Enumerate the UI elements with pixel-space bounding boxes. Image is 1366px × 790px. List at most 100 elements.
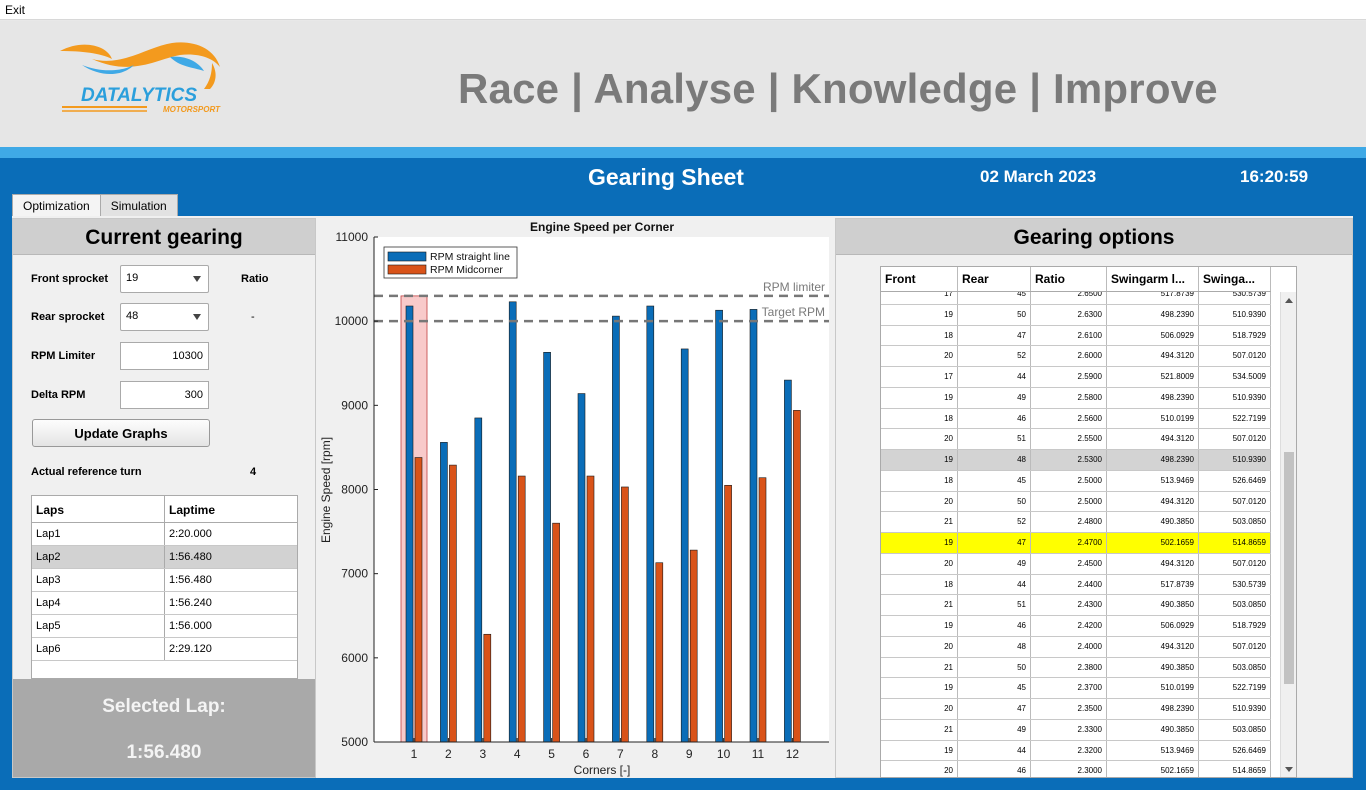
gearing-option-row[interactable]: 19 44 2.3200 513.9469 526.6469: [881, 740, 1271, 762]
lap-time-cell: 1:56.480: [169, 574, 212, 586]
gearing-option-row[interactable]: 17 44 2.5900 521.8009 534.5009: [881, 367, 1271, 388]
gearing-option-row[interactable]: 20 48 2.4000 494.3120 507.0120: [881, 636, 1271, 658]
y-axis-label: Engine Speed [rpm]: [319, 437, 333, 543]
gearing-option-row[interactable]: 21 52 2.4800 490.3850 503.0850: [881, 512, 1271, 533]
x-tick-label: 5: [548, 747, 555, 761]
front-cell: 19: [881, 616, 958, 636]
gearing-option-row[interactable]: 18 47 2.6100 506.0929 518.7929: [881, 325, 1271, 347]
gearing-option-row[interactable]: 20 49 2.4500 494.3120 507.0120: [881, 553, 1271, 575]
rear-cell: 44: [958, 740, 1031, 761]
gearing-option-row[interactable]: 19 45 2.3700 510.0199 522.7199: [881, 678, 1271, 699]
front-cell: 17: [881, 284, 958, 304]
front-cell: 19: [881, 740, 958, 761]
logo-brand-text: DATALYTICS: [81, 85, 197, 106]
bar-straight-line: [508, 301, 517, 743]
time-display: 16:20:59: [1240, 167, 1309, 186]
gearing-option-row[interactable]: 20 47 2.3500 498.2390 510.9390: [881, 699, 1271, 720]
front-cell: 19: [881, 387, 958, 408]
front-cell: 18: [881, 325, 958, 346]
update-graphs-button[interactable]: Update Graphs: [32, 419, 210, 447]
swingarm-cell: 507.0120: [1199, 429, 1271, 449]
lap-row[interactable]: Lap6 2:29.120: [32, 638, 297, 661]
gearing-option-row[interactable]: 19 48 2.5300 498.2390 510.9390: [881, 450, 1271, 471]
x-tick-label: 10: [717, 747, 731, 761]
swingarm-cell: 507.0120: [1199, 553, 1271, 574]
gearing-option-row[interactable]: 19 47 2.4700 502.1659 514.8659: [881, 533, 1271, 554]
rpm-limiter-input[interactable]: [120, 342, 209, 370]
laps-table: Laps Laptime Lap1 2:20.000 Lap2 1:56.480 Lap…: [31, 495, 298, 679]
gearing-option-row[interactable]: 19 46 2.4200 506.0929 518.7929: [881, 616, 1271, 637]
rear-cell: 46: [958, 616, 1031, 636]
swingarm-cell: 530.5739: [1199, 284, 1271, 304]
exit-menu-item[interactable]: Exit: [5, 3, 26, 17]
gearing-option-row[interactable]: 18 45 2.5000 513.9469 526.6469: [881, 470, 1271, 492]
ratio-value: -: [251, 311, 255, 323]
swingarm-cell: 526.6469: [1199, 740, 1271, 761]
chevron-down-icon: [193, 314, 201, 320]
tab-simulation[interactable]: Simulation: [99, 194, 178, 216]
lap-row[interactable]: Lap5 1:56.000: [32, 615, 297, 638]
scrollbar-thumb[interactable]: [1284, 452, 1294, 684]
swingarm-cell: 534.5009: [1199, 367, 1271, 387]
gearing-option-row[interactable]: 20 46 2.3000 502.1659 514.8659: [881, 761, 1271, 777]
rear-column-header[interactable]: Rear: [958, 267, 1031, 291]
lap-row[interactable]: Lap3 1:56.480: [32, 569, 297, 592]
front-cell: 20: [881, 346, 958, 366]
rear-cell: 49: [958, 719, 1031, 740]
swingarm-cell: 514.8659: [1199, 533, 1271, 553]
rear-cell: 49: [958, 553, 1031, 574]
logo-sub-text: MOTORSPORT: [163, 105, 221, 114]
gearing-option-row[interactable]: 18 44 2.4400 517.8739 530.5739: [881, 574, 1271, 596]
swingarm-column-header[interactable]: Swinga...: [1199, 267, 1271, 291]
ratio-column-header[interactable]: Ratio: [1031, 267, 1107, 291]
swingarm-cell: 503.0850: [1199, 719, 1271, 740]
x-axis-label: Corners [-]: [574, 763, 631, 777]
gearing-options-panel: Gearing options 17 45 2.6500 517.8739 530.57…: [835, 218, 1353, 778]
rear-sprocket-value: 48: [126, 310, 139, 322]
delta-rpm-input[interactable]: [120, 381, 209, 409]
gearing-option-row[interactable]: 19 50 2.6300 498.2390 510.9390: [881, 304, 1271, 326]
rear-sprocket-dropdown[interactable]: 48: [120, 303, 209, 331]
front-cell: 17: [881, 367, 958, 387]
lap-time-cell: 2:29.120: [169, 643, 212, 655]
ratio-cell: 2.4500: [1031, 553, 1107, 574]
lap-row[interactable]: Lap2 1:56.480: [32, 546, 297, 569]
lap-row[interactable]: Lap4 1:56.240: [32, 592, 297, 615]
gearing-option-row[interactable]: 19 49 2.5800 498.2390 510.9390: [881, 387, 1271, 409]
x-tick-label: 1: [411, 747, 418, 761]
lap-row[interactable]: Lap1 2:20.000: [32, 523, 297, 546]
ratio-label: Ratio: [241, 273, 269, 285]
gearing-option-row[interactable]: 20 52 2.6000 494.3120 507.0120: [881, 346, 1271, 367]
gearing-option-row[interactable]: 18 46 2.5600 510.0199 522.7199: [881, 408, 1271, 430]
scroll-up-icon[interactable]: [1285, 298, 1293, 303]
gearing-option-row[interactable]: 21 50 2.3800 490.3850 503.0850: [881, 657, 1271, 679]
swingarm-length-cell: 510.0199: [1107, 408, 1199, 429]
vertical-scrollbar[interactable]: [1280, 292, 1296, 777]
gearing-option-row[interactable]: 20 51 2.5500 494.3120 507.0120: [881, 429, 1271, 450]
tab-optimization[interactable]: Optimization: [12, 194, 101, 218]
swingarm-length-column-header[interactable]: Swingarm l...: [1107, 267, 1199, 291]
front-column-header[interactable]: Front: [881, 267, 958, 291]
scroll-down-icon[interactable]: [1285, 767, 1293, 772]
ratio-cell: 2.5800: [1031, 387, 1107, 408]
gearing-option-row[interactable]: 20 50 2.5000 494.3120 507.0120: [881, 491, 1271, 513]
legend-swatch: [387, 264, 427, 275]
bar-midcorner: [724, 484, 732, 743]
x-tick-label: 4: [514, 747, 521, 761]
swingarm-cell: 518.7929: [1199, 616, 1271, 636]
ratio-cell: 2.3800: [1031, 657, 1107, 678]
gearing-option-row[interactable]: 21 51 2.4300 490.3850 503.0850: [881, 595, 1271, 616]
rear-cell: 45: [958, 470, 1031, 491]
front-sprocket-dropdown[interactable]: 19: [120, 265, 209, 293]
rear-sprocket-label: Rear sprocket: [31, 311, 105, 323]
bar-midcorner: [793, 410, 801, 743]
gearing-option-row[interactable]: 21 49 2.3300 490.3850 503.0850: [881, 719, 1271, 741]
rear-cell: 51: [958, 595, 1031, 615]
bar-straight-line: [577, 393, 586, 743]
bar-midcorner: [655, 562, 664, 743]
swingarm-length-cell: 490.3850: [1107, 595, 1199, 615]
front-cell: 19: [881, 304, 958, 325]
rear-cell: 45: [958, 284, 1031, 304]
rear-cell: 45: [958, 678, 1031, 698]
bar-midcorner: [449, 464, 457, 743]
